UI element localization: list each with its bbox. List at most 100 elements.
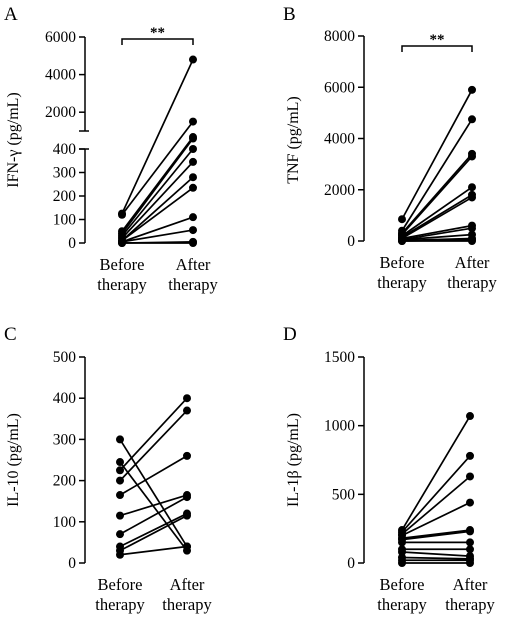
pair-line xyxy=(401,196,473,240)
y-tick-label: 4000 xyxy=(324,131,355,148)
y-axis-label: IL-10 (pg/mL) xyxy=(5,413,22,507)
y-tick-label: 0 xyxy=(347,233,355,250)
after-point xyxy=(466,527,474,536)
after-point xyxy=(466,498,474,507)
pair-line xyxy=(121,229,194,243)
after-point xyxy=(468,85,476,94)
y-tick-label: 6000 xyxy=(324,79,355,96)
after-point xyxy=(468,152,476,161)
y-tick-label: 2000 xyxy=(324,182,355,199)
after-point xyxy=(468,193,476,202)
after-point xyxy=(189,239,197,247)
after-point xyxy=(183,493,191,502)
y-tick-label: 8000 xyxy=(324,28,355,45)
x-category-label: therapy xyxy=(447,273,497,292)
pair-line xyxy=(401,551,471,557)
pair-line xyxy=(401,153,473,234)
significance-bracket xyxy=(121,38,194,45)
after-point xyxy=(189,226,197,235)
y-tick-label: 300 xyxy=(53,165,77,182)
x-category-label: therapy xyxy=(162,595,212,614)
pair-line xyxy=(121,176,194,242)
y-axis-label: TNF (pg/mL) xyxy=(285,96,302,184)
pair-line xyxy=(121,161,194,239)
before-point xyxy=(116,476,124,485)
before-point xyxy=(398,538,406,547)
pair-line xyxy=(401,224,473,240)
x-category-label: Before xyxy=(98,575,143,594)
pair-line xyxy=(121,148,194,237)
after-point xyxy=(466,559,474,567)
y-axis-label: IFN-γ (pg/mL) xyxy=(5,92,22,188)
panel-letter: B xyxy=(283,4,296,25)
after-point xyxy=(183,406,191,415)
y-tick-label: 2000 xyxy=(45,104,76,121)
before-point xyxy=(116,550,124,559)
after-point xyxy=(466,538,474,547)
pair-line xyxy=(119,514,188,552)
pair-line xyxy=(121,136,194,232)
x-category-label: After xyxy=(176,255,211,274)
pair-line xyxy=(401,475,471,535)
x-category-label: therapy xyxy=(95,595,145,614)
before-point xyxy=(116,435,124,444)
y-tick-label: 200 xyxy=(53,473,77,490)
y-axis-label: IL-1β (pg/mL) xyxy=(285,413,302,507)
pair-line xyxy=(401,89,473,220)
after-point xyxy=(189,134,197,143)
x-category-label: therapy xyxy=(377,595,427,614)
pair-line xyxy=(401,556,471,560)
pair-line xyxy=(401,227,473,241)
after-point xyxy=(189,213,197,222)
after-point xyxy=(189,117,197,126)
y-tick-label: 500 xyxy=(53,349,77,366)
pair-line xyxy=(121,216,194,243)
pair-line xyxy=(401,529,471,540)
before-point xyxy=(116,466,124,475)
y-tick-label: 400 xyxy=(53,390,77,407)
pair-line xyxy=(119,455,188,496)
pair-line xyxy=(119,512,188,548)
after-point xyxy=(468,115,476,124)
significance-label: ** xyxy=(430,32,445,48)
before-point xyxy=(398,548,406,557)
y-tick-label: 0 xyxy=(68,235,76,252)
after-point xyxy=(189,55,197,64)
x-category-label: After xyxy=(170,575,205,594)
before-point xyxy=(116,511,124,520)
pair-line xyxy=(119,494,188,517)
after-point xyxy=(468,237,476,245)
after-point xyxy=(189,157,197,166)
after-point xyxy=(183,542,191,551)
before-point xyxy=(398,559,406,567)
after-point xyxy=(466,451,474,460)
x-category-label: therapy xyxy=(168,275,218,294)
y-tick-label: 6000 xyxy=(45,29,76,46)
before-point xyxy=(398,237,406,245)
y-tick-label: 400 xyxy=(53,141,77,158)
pair-line xyxy=(401,186,473,237)
pair-line xyxy=(121,121,194,216)
x-category-label: Before xyxy=(100,255,145,274)
y-tick-label: 100 xyxy=(53,212,77,229)
panel-letter: C xyxy=(4,324,17,345)
pair-line xyxy=(401,415,471,531)
before-point xyxy=(116,491,124,500)
after-point xyxy=(466,545,474,554)
y-tick-label: 300 xyxy=(53,431,77,448)
after-point xyxy=(468,224,476,233)
y-tick-label: 500 xyxy=(332,486,356,503)
x-category-label: After xyxy=(453,575,488,594)
after-point xyxy=(183,394,191,403)
pair-line xyxy=(401,118,473,232)
before-point xyxy=(118,239,126,247)
after-point xyxy=(468,183,476,192)
pair-line xyxy=(119,461,188,552)
before-point xyxy=(116,530,124,539)
pair-line xyxy=(401,455,471,533)
after-point xyxy=(183,511,191,520)
pair-line xyxy=(401,233,473,241)
pair-line xyxy=(401,194,473,238)
